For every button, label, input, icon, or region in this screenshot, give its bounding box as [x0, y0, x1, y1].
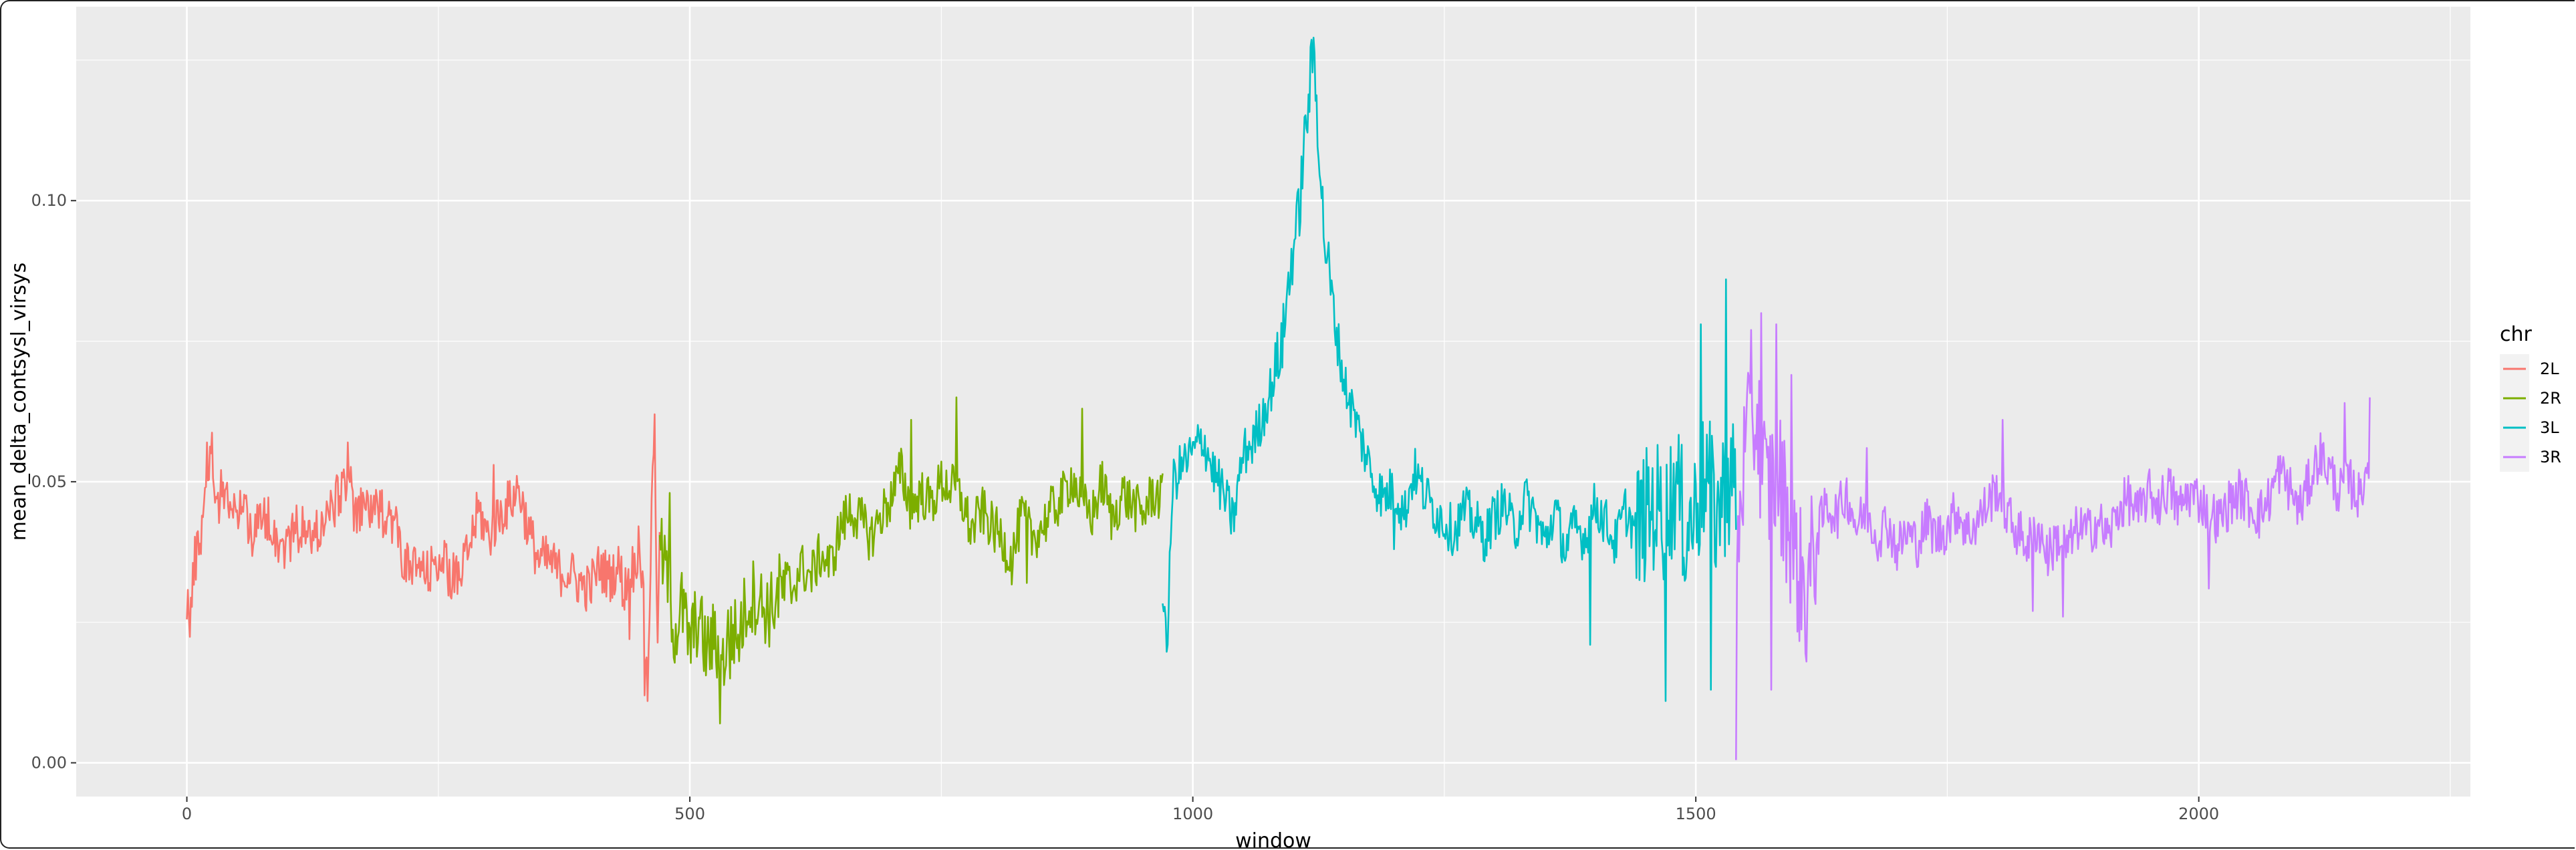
- x-tick-label: 500: [674, 805, 705, 823]
- y-axis: 0.00 0.05 0.10: [31, 191, 76, 772]
- y-tick-label: 0.05: [31, 472, 67, 491]
- y-tick-label: 0.00: [31, 754, 67, 772]
- x-axis: 0 500 1000 1500 2000: [182, 797, 2219, 823]
- x-tick-label: 1000: [1172, 805, 1213, 823]
- legend-title: chr: [2500, 323, 2533, 346]
- legend: chr 2L 2R 3L 3R: [2500, 323, 2561, 472]
- series-line-3R: [1735, 312, 2371, 760]
- major-gridlines: [76, 7, 2470, 797]
- y-axis-title: mean_delta_contsysl_virsys: [7, 263, 31, 541]
- x-axis-title: window: [1235, 829, 1311, 850]
- x-tick-label: 0: [182, 805, 192, 823]
- x-tick-label: 1500: [1676, 805, 1716, 823]
- series-line-2L: [186, 413, 661, 702]
- legend-keys: 2L 2R 3L 3R: [2500, 354, 2561, 472]
- x-tick-label: 2000: [2178, 805, 2219, 823]
- series-layer: [186, 36, 2371, 760]
- series-line-3L: [1162, 36, 1737, 702]
- legend-label: 3L: [2540, 418, 2559, 437]
- minor-gridlines: [76, 7, 2470, 797]
- legend-label: 2L: [2540, 360, 2559, 378]
- plot-panel: [76, 7, 2470, 797]
- series-line-2R: [658, 396, 1164, 724]
- legend-label: 3R: [2540, 448, 2561, 466]
- y-tick-label: 0.10: [31, 191, 67, 210]
- legend-label: 2R: [2540, 389, 2561, 408]
